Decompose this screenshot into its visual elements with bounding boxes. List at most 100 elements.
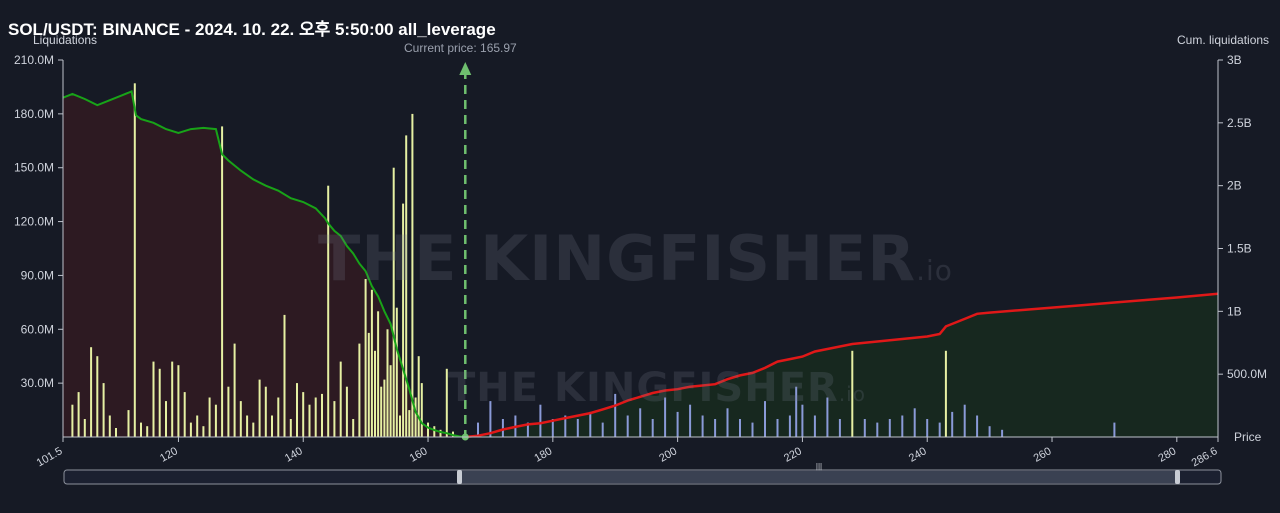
liquidation-bar-left (202, 426, 205, 437)
liquidation-bar-left (90, 347, 93, 437)
liquidation-bar-right (926, 419, 929, 437)
liquidation-bar-left (258, 379, 261, 437)
liquidation-bar-right (564, 415, 567, 437)
range-handle-right[interactable] (1175, 470, 1180, 484)
liquidation-bar-right (626, 415, 629, 437)
liquidation-bar-left (158, 368, 161, 437)
liquidation-bar-left (389, 365, 392, 437)
liquidation-bar-left (433, 426, 436, 437)
liquidation-bar-left (277, 397, 280, 437)
liquidation-bar-left (127, 410, 130, 437)
liquidation-bar-right (938, 422, 941, 437)
liquidation-bar-right (651, 419, 654, 437)
watermark-suffix-small: .io (838, 382, 866, 406)
liquidation-bar-left (102, 383, 105, 437)
chart-title: SOL/USDT: BINANCE - 2024. 10. 22. 오후 5:5… (8, 20, 496, 39)
liquidation-bar-left (264, 386, 267, 437)
liquidation-bar-left (296, 383, 298, 437)
liquidation-bar-right (838, 419, 841, 437)
liquidation-bar-right (963, 404, 966, 437)
liquidation-bar-left (189, 422, 192, 437)
liquidation-bar-right (726, 408, 729, 437)
liquidation-bar-left (140, 422, 142, 437)
liquidation-bar-right (813, 415, 816, 437)
liquidation-bar-left (308, 404, 311, 437)
liquidation-bar-left (402, 203, 405, 437)
liquidation-bar-right (551, 419, 554, 437)
liquidation-bar-left (411, 113, 414, 438)
liquidation-bar-left (227, 386, 230, 437)
liquidation-bar-left (283, 314, 286, 437)
liquidation-bar-right (689, 404, 692, 437)
liquidation-bar-left (314, 397, 317, 437)
liquidation-bar-left (96, 356, 99, 437)
liquidation-bar-right (614, 393, 617, 437)
liquidation-bar-right (489, 401, 492, 437)
x-tick-label: 240 (907, 445, 929, 465)
liquidation-bar-right (664, 397, 667, 437)
liquidation-bar-left (383, 379, 386, 437)
liquidation-bar-left (233, 343, 236, 437)
liquidation-bar-left (367, 332, 370, 437)
watermark-text: THE KINGFISHER (318, 222, 917, 295)
x-tick-label: 160 (408, 445, 430, 465)
liquidation-bar-right (851, 350, 854, 437)
liquidation-bar-left (271, 415, 273, 437)
liquidation-bar-left (427, 422, 429, 437)
current-price-arrow (459, 62, 472, 75)
y-right-tick-label: 3B (1227, 53, 1242, 67)
liquidation-bar-left (171, 361, 174, 437)
liquidation-bar-right (951, 411, 954, 437)
liquidation-bar-left (246, 415, 249, 437)
liquidation-bar-left (380, 386, 383, 437)
liquidation-bar-right (764, 401, 766, 437)
y-right-tick-label: 2B (1227, 179, 1242, 193)
liquidation-bar-right (776, 419, 779, 437)
liquidation-bar-left (445, 368, 448, 437)
liquidation-bar-right (1001, 429, 1004, 437)
liquidation-bar-right (526, 422, 529, 437)
liquidation-bar-right (751, 422, 754, 437)
y-right-tick-label: 1.5B (1227, 242, 1252, 256)
y-left-tick-label: 210.0M (14, 53, 54, 67)
liquidation-bar-left (115, 428, 117, 437)
liquidation-bar-left (71, 404, 74, 437)
liquidation-bar-left (395, 307, 398, 437)
watermark-text-small: THE KINGFISHER (448, 365, 839, 411)
long-cum-area (465, 293, 1218, 437)
liquidation-bar-left (345, 386, 348, 437)
liquidation-bar-right (739, 419, 741, 437)
liquidation-bar-left (252, 422, 255, 437)
liquidation-bar-left (214, 404, 217, 437)
liquidation-bar-right (988, 426, 991, 437)
liquidation-bar-left (183, 392, 186, 437)
liquidation-bar-right (676, 411, 679, 437)
scroll-grip-icon: ||| (816, 462, 822, 471)
left-axis-title: Liquidations (33, 33, 98, 47)
range-selection[interactable] (460, 471, 1178, 483)
range-handle-left[interactable] (457, 470, 462, 484)
liquidation-bar-left (414, 397, 417, 437)
x-tick-label: 286.6 (1190, 445, 1220, 469)
liquidation-bar-right (863, 419, 866, 437)
liquidation-bar-left (77, 392, 80, 437)
liquidation-bar-left (133, 83, 136, 438)
liquidation-bar-right (913, 408, 916, 437)
liquidation-bar-right (976, 415, 979, 437)
liquidation-bar-left (392, 167, 395, 437)
liquidation-bar-right (539, 404, 542, 437)
x-tick-label: 200 (657, 445, 679, 465)
y-left-tick-label: 150.0M (14, 161, 54, 175)
right-axis-title: Cum. liquidations (1177, 33, 1270, 47)
liquidation-bar-right (801, 404, 804, 437)
liquidation-bar-right (901, 415, 904, 437)
x-tick-label: 280 (1156, 445, 1178, 465)
short-cum-line (62, 90, 466, 438)
liquidation-bar-left (221, 126, 224, 438)
liquidation-bar-right (876, 422, 879, 437)
liquidation-bar-right (1113, 422, 1116, 437)
liquidation-bar-left (374, 350, 376, 437)
liquidation-bar-left (208, 397, 211, 437)
liquidation-bar-left (177, 365, 180, 437)
